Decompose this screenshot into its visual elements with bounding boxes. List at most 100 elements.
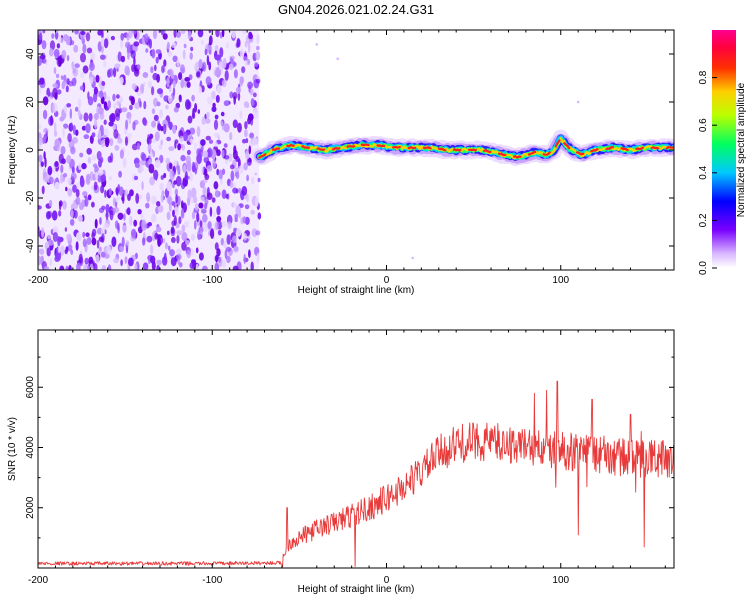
noise-blob bbox=[148, 158, 152, 166]
noise-blob bbox=[167, 51, 173, 57]
noise-blob bbox=[153, 114, 159, 122]
noise-blob bbox=[124, 41, 131, 49]
noise-blob bbox=[66, 154, 72, 164]
noise-blob bbox=[165, 104, 169, 110]
noise-blob bbox=[109, 210, 114, 221]
noise-blob bbox=[251, 228, 258, 238]
noise-blob bbox=[176, 253, 182, 261]
noise-blob bbox=[136, 91, 142, 96]
noise-blob bbox=[125, 119, 129, 130]
noise-blob bbox=[68, 264, 72, 270]
noise-blob bbox=[113, 129, 119, 139]
noise-blob bbox=[86, 237, 92, 245]
noise-blob bbox=[229, 91, 234, 99]
noise-blob bbox=[168, 146, 175, 152]
x-tick-label: 0 bbox=[384, 575, 390, 586]
noise-blob bbox=[115, 188, 119, 196]
noise-blob bbox=[172, 80, 176, 88]
noise-blob bbox=[173, 160, 178, 167]
noise-blob bbox=[191, 94, 195, 102]
noise-blob bbox=[47, 165, 53, 176]
noise-blob bbox=[67, 243, 73, 252]
noise-blob bbox=[125, 240, 130, 246]
noise-blob bbox=[196, 71, 201, 78]
noise-blob bbox=[109, 175, 112, 181]
noise-blob bbox=[63, 172, 68, 178]
noise-blob bbox=[135, 193, 140, 204]
noise-blob bbox=[79, 152, 84, 158]
noise-blob bbox=[150, 66, 154, 74]
noise-blob bbox=[230, 164, 235, 170]
noise-blob bbox=[93, 113, 99, 120]
noise-blob bbox=[208, 35, 213, 46]
noise-blob bbox=[169, 162, 173, 170]
noise-blob bbox=[229, 63, 233, 71]
noise-blob bbox=[232, 119, 238, 129]
noise-blob bbox=[58, 202, 62, 211]
noise-blob bbox=[133, 219, 138, 227]
noise-blob bbox=[194, 203, 199, 211]
noise-blob bbox=[159, 109, 163, 118]
x-tick-label: 0 bbox=[384, 275, 390, 286]
noise-blob bbox=[167, 245, 171, 251]
noise-blob bbox=[77, 98, 82, 109]
noise-blob bbox=[232, 149, 238, 160]
snr-panel: -200 -100 0 100 2000 4000 6000 Height of stra… bbox=[7, 329, 675, 595]
noise-blob bbox=[96, 150, 102, 161]
noise-blob bbox=[39, 78, 45, 85]
noise-blob bbox=[53, 122, 57, 133]
noise-blob bbox=[78, 163, 82, 171]
noise-blob bbox=[157, 123, 162, 131]
noise-blob bbox=[148, 163, 155, 174]
noise-blob bbox=[141, 181, 144, 191]
noise-blob bbox=[221, 60, 227, 69]
noise-blob bbox=[225, 194, 229, 199]
noise-blob bbox=[180, 64, 185, 74]
noise-blob bbox=[151, 213, 157, 223]
noise-blob bbox=[242, 216, 247, 224]
noise-blob bbox=[61, 158, 66, 165]
noise-blob bbox=[195, 263, 199, 270]
noise-blob bbox=[107, 155, 112, 163]
noise-blob bbox=[215, 189, 219, 198]
noise-blob bbox=[202, 213, 208, 223]
noise-blob bbox=[87, 96, 94, 106]
noise-blob bbox=[241, 186, 248, 196]
noise-blob bbox=[216, 168, 220, 176]
noise-blob bbox=[38, 255, 42, 266]
noise-blob bbox=[41, 58, 47, 64]
noise-blob bbox=[48, 199, 53, 207]
noise-blob bbox=[185, 240, 190, 245]
noise-blob bbox=[82, 191, 88, 197]
noise-blob bbox=[38, 124, 42, 130]
noise-blob bbox=[208, 49, 212, 55]
noise-blob bbox=[182, 49, 186, 60]
noise-blob bbox=[77, 109, 81, 118]
noise-blob bbox=[82, 238, 87, 248]
noise-blob bbox=[197, 30, 204, 38]
noise-blob bbox=[206, 192, 213, 200]
noise-blob bbox=[93, 181, 98, 191]
noise-blob bbox=[217, 229, 222, 236]
noise-blob bbox=[183, 164, 187, 174]
noise-blob bbox=[172, 87, 176, 97]
noise-blob bbox=[180, 200, 184, 209]
noise-blob bbox=[86, 147, 92, 155]
noise-blob bbox=[81, 125, 87, 131]
noise-blob bbox=[233, 227, 237, 234]
noise-blob bbox=[47, 234, 51, 240]
colorbar-gradient bbox=[712, 30, 736, 268]
noise-blob bbox=[161, 65, 165, 74]
noise-blob bbox=[39, 248, 45, 255]
noise-blob bbox=[43, 151, 46, 160]
noise-blob bbox=[176, 248, 182, 255]
noise-blob bbox=[194, 219, 197, 230]
noise-blob bbox=[193, 195, 198, 204]
noise-blob bbox=[138, 194, 143, 200]
noise-blob bbox=[225, 42, 230, 49]
noise-blob bbox=[166, 230, 170, 236]
noise-blob bbox=[214, 114, 219, 120]
noise-blob bbox=[194, 102, 198, 113]
noise-blob bbox=[75, 188, 80, 198]
